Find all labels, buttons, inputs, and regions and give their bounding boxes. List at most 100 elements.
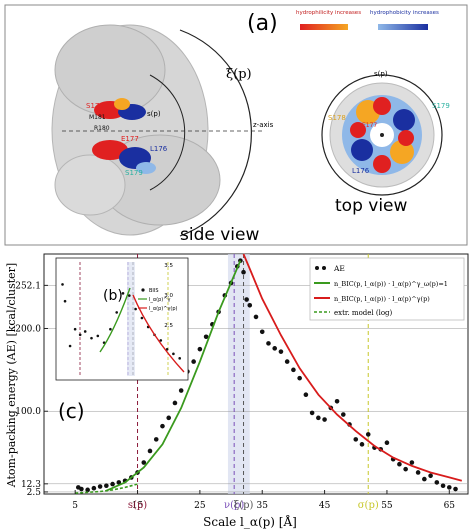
inset-point: [96, 334, 100, 338]
x-axis-label: Scale l_α(p) [Å]: [203, 514, 297, 529]
residue-e177-patch: [92, 140, 128, 160]
x-tick-label: 45: [319, 501, 331, 511]
inset-legend-green: l_α(p)^γ: [149, 297, 170, 303]
band-layer: [227, 254, 250, 494]
ae-point: [79, 486, 84, 492]
ae-point: [291, 367, 296, 373]
y-tick-label: 100.0: [15, 407, 41, 417]
ae-point: [434, 480, 440, 485]
inset-point: [134, 307, 137, 311]
side-view-protein: [51, 24, 221, 236]
ae-point: [116, 480, 122, 485]
inset-point: [68, 344, 72, 348]
ae-point: [178, 388, 184, 393]
inset-frame: [55, 257, 189, 381]
label-r180: R180: [94, 125, 110, 132]
series-line-1: [106, 260, 242, 492]
ae-point: [365, 432, 371, 437]
y-tick-label: 2.5: [27, 488, 42, 498]
legend-dashed-label: extr. model (log): [334, 309, 393, 317]
ae-point: [284, 359, 290, 364]
main-legend: AE n_BIC(p, l_α(p)) · l_α(p)^γ_ω(p)=1 n_…: [309, 257, 465, 321]
label-l176: L176: [150, 145, 168, 153]
label-m181: M181: [89, 114, 106, 121]
inset-ytick-3: 2.5: [164, 323, 173, 329]
ae-point: [397, 461, 402, 467]
inset-b: (b) 3.5 3.0 2.5 BIIS l_α(p)^γ l_α(p)^γ(p…: [55, 257, 189, 381]
top-view-caption: top view: [335, 196, 408, 216]
inset-green-fit: [99, 287, 131, 353]
ae-point: [428, 473, 433, 479]
ae-point: [359, 442, 365, 447]
ae-point: [384, 440, 390, 445]
x-tick-label: 35: [257, 501, 269, 511]
inset-point: [78, 333, 82, 337]
top-label-s178: S178: [328, 114, 346, 122]
top-view-protein: [321, 74, 443, 196]
xi-label: ξ(p): [226, 67, 252, 82]
legend-green-label: n_BIC(p, l_α(p)) · l_α(p)^γ_ω(p)=1: [334, 280, 448, 288]
ae-point: [241, 269, 246, 275]
inset-ytick-2: 3.0: [164, 293, 173, 299]
x-tick-label: 25: [194, 501, 206, 511]
marker-label-3: σ(p): [358, 500, 379, 511]
inset-red-fit: [132, 294, 185, 373]
inset-point: [140, 316, 144, 320]
ae-point: [253, 314, 259, 320]
ae-point: [153, 437, 159, 442]
ae-point: [85, 487, 90, 493]
inset-point: [115, 311, 118, 314]
x-tick-label: 5: [72, 501, 78, 511]
x-tick-label: 55: [381, 501, 393, 511]
y-tick-label: 200.0: [15, 324, 41, 334]
inset-point: [172, 352, 175, 356]
plot-frame: [43, 253, 469, 495]
marker-label-2: ξ(p): [234, 500, 254, 511]
top-view-s-label: s(p): [374, 70, 388, 78]
ae-point: [303, 392, 309, 397]
label-s179: S179: [125, 169, 143, 177]
label-e177: E177: [121, 135, 139, 143]
legend-red-label: n_BIC(p, l_α(p)) · l_α(p)^γ(p): [334, 295, 430, 303]
series-line-2: [242, 253, 463, 482]
marker-label-1: ν(p): [224, 500, 244, 511]
ae-point: [415, 470, 421, 475]
ae-point: [172, 400, 178, 406]
panel-a-label: (a): [247, 11, 278, 36]
x-tick-label: 15: [132, 501, 144, 511]
top-label-l176: L176: [352, 167, 370, 175]
top-label-e177: E177: [362, 122, 377, 129]
legend-hydrophilicity-title: hydrophilicity increases: [296, 10, 361, 16]
s-arc: [149, 74, 186, 191]
ae-point: [191, 359, 196, 364]
inset-point: [73, 327, 77, 331]
inset-ytick-1: 3.5: [164, 263, 173, 269]
ae-point: [91, 485, 97, 491]
ae-point: [160, 423, 165, 429]
marker-label-layer: s(p) ν(p)ξ(p) σ(p): [128, 500, 379, 511]
ae-point: [104, 483, 109, 489]
ae-point: [422, 476, 427, 482]
y-axis-label: Atom-packing energy (AE) [kcal/cluster]: [5, 263, 18, 488]
ae-point: [334, 399, 340, 404]
hydrophobicity-gradient: [378, 24, 428, 30]
inset-point: [165, 348, 169, 351]
y-tick-label: 12.3: [21, 480, 41, 490]
ae-point: [309, 410, 315, 416]
ae-point: [353, 437, 359, 442]
y-tick-label: 252.1: [15, 281, 41, 291]
ae-point: [110, 481, 115, 487]
inset-legend-biis: BIIS: [149, 288, 159, 294]
ae-point: [97, 484, 103, 489]
ae-point: [203, 334, 209, 340]
ae-point: [166, 415, 172, 421]
panel-c-label: (c): [58, 399, 85, 423]
legend-hydrophobicity-title: hydrophobicity increases: [370, 10, 439, 16]
marker-label-0: s(p): [128, 500, 147, 511]
legend-dots-label: AE: [333, 264, 345, 273]
inset-label: (b): [103, 288, 123, 304]
inset-point: [128, 294, 131, 297]
ae-point: [446, 485, 452, 490]
